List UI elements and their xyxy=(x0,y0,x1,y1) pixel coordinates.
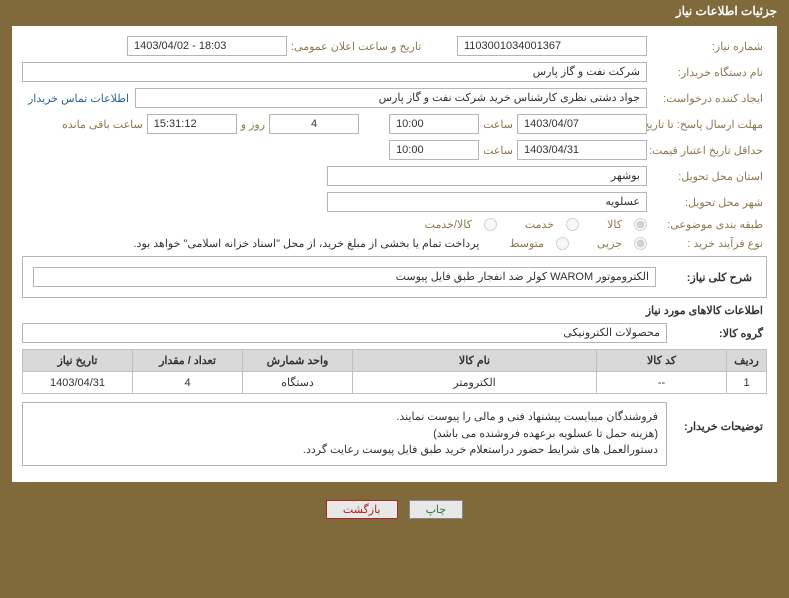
items-table: ردیف کد کالا نام کالا واحد شمارش تعداد /… xyxy=(22,349,767,394)
announce-field: 1403/04/02 - 18:03 xyxy=(127,36,287,56)
price-time-field: 10:00 xyxy=(389,140,479,160)
process-radio-group: جزیی متوسط xyxy=(485,237,647,250)
buyer-note-line: فروشندگان میبایست پیشنهاد فنی و مالی را … xyxy=(31,409,658,426)
th-unit: واحد شمارش xyxy=(243,350,353,372)
th-code: کد کالا xyxy=(597,350,727,372)
announce-label: تاریخ و ساعت اعلان عمومی: xyxy=(287,40,457,53)
td-qty: 4 xyxy=(133,372,243,394)
time-remain-label: ساعت باقی مانده xyxy=(58,118,147,131)
td-date: 1403/04/31 xyxy=(23,372,133,394)
buyer-org-field: شرکت نفت و گاز پارس xyxy=(22,62,647,82)
group-field: محصولات الکترونیکی xyxy=(22,323,667,343)
price-date-field: 1403/04/31 xyxy=(517,140,647,160)
buyer-notes-box: فروشندگان میبایست پیشنهاد فنی و مالی را … xyxy=(22,402,667,466)
radio-kala xyxy=(634,218,647,231)
province-label: استان محل تحویل: xyxy=(647,170,767,183)
panel-title: جزئیات اطلاعات نیاز xyxy=(676,4,777,18)
process-note: پرداخت تمام یا بخشی از مبلغ خرید، از محل… xyxy=(128,237,486,250)
day-and-label: روز و xyxy=(237,118,269,131)
th-name: نام کالا xyxy=(353,350,597,372)
radio-both xyxy=(484,218,497,231)
buy-process-label: نوع فرآیند خرید : xyxy=(647,237,767,250)
time-label-2: ساعت xyxy=(479,144,517,157)
summary-label: شرح کلی نیاز: xyxy=(656,271,756,284)
back-button[interactable]: بازگشت xyxy=(326,500,398,519)
province-field: بوشهر xyxy=(327,166,647,186)
category-radio-group: کالا خدمت کالا/خدمت xyxy=(401,218,647,231)
th-row: ردیف xyxy=(727,350,767,372)
reply-date-field: 1403/04/07 xyxy=(517,114,647,134)
buyer-org-label: نام دستگاه خریدار: xyxy=(647,66,767,79)
category-label: طبقه بندی موضوعی: xyxy=(647,218,767,231)
td-row: 1 xyxy=(727,372,767,394)
buyer-contact-link[interactable]: اطلاعات تماس خریدار xyxy=(22,92,135,105)
td-code: -- xyxy=(597,372,727,394)
reply-time-field: 10:00 xyxy=(389,114,479,134)
city-label: شهر محل تحویل: xyxy=(647,196,767,209)
radio-medium-label: متوسط xyxy=(485,237,548,250)
buyer-notes-label: توضیحات خریدار: xyxy=(667,402,767,433)
radio-kala-label: کالا xyxy=(583,218,626,231)
th-date: تاریخ نیاز xyxy=(23,350,133,372)
main-panel: شماره نیاز: 1103001034001367 تاریخ و ساع… xyxy=(12,26,777,482)
panel-header: جزئیات اطلاعات نیاز xyxy=(0,0,789,22)
table-row: 1 -- الکترومتر دستگاه 4 1403/04/31 xyxy=(23,372,767,394)
need-no-label: شماره نیاز: xyxy=(647,40,767,53)
radio-khadamat-label: خدمت xyxy=(501,218,558,231)
time-label-1: ساعت xyxy=(479,118,517,131)
buyer-note-line: (هزینه حمل تا عسلویه برعهده فروشنده می ب… xyxy=(31,426,658,443)
day-count-field: 4 xyxy=(269,114,359,134)
buyer-note-line: دستورالعمل های شرایط حضور دراستعلام خرید… xyxy=(31,442,658,459)
summary-text: الکتروموتور WAROM کولر ضد انفجار طبق فای… xyxy=(33,267,656,287)
summary-box: شرح کلی نیاز: الکتروموتور WAROM کولر ضد … xyxy=(22,256,767,298)
city-field: عسلویه xyxy=(327,192,647,212)
td-name: الکترومتر xyxy=(353,372,597,394)
radio-partial xyxy=(634,237,647,250)
time-remain-field: 15:31:12 xyxy=(147,114,237,134)
radio-medium xyxy=(556,237,569,250)
footer: چاپ بازگشت xyxy=(0,490,789,529)
radio-partial-label: جزیی xyxy=(573,237,626,250)
requester-label: ایجاد کننده درخواست: xyxy=(647,92,767,105)
requester-field: جواد دشتی نظری کارشناس خرید شرکت نفت و گ… xyxy=(135,88,647,108)
group-label: گروه کالا: xyxy=(667,327,767,340)
price-valid-label: حداقل تاریخ اعتبار قیمت: تا تاریخ: xyxy=(647,144,767,157)
table-header-row: ردیف کد کالا نام کالا واحد شمارش تعداد /… xyxy=(23,350,767,372)
th-qty: تعداد / مقدار xyxy=(133,350,243,372)
radio-khadamat xyxy=(566,218,579,231)
print-button[interactable]: چاپ xyxy=(409,500,464,519)
items-title: اطلاعات کالاهای مورد نیاز xyxy=(22,304,767,317)
radio-both-label: کالا/خدمت xyxy=(401,218,476,231)
td-unit: دستگاه xyxy=(243,372,353,394)
reply-deadline-label: مهلت ارسال پاسخ: تا تاریخ: xyxy=(647,118,767,131)
need-no-field: 1103001034001367 xyxy=(457,36,647,56)
